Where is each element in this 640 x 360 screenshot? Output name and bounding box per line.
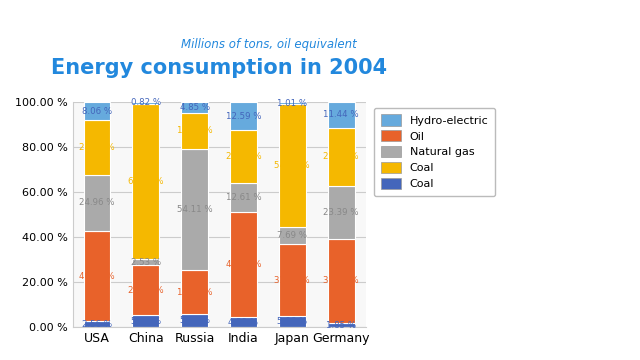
Text: 5.35 %: 5.35 % [131,316,161,325]
Bar [328,186,355,239]
Bar [328,323,355,327]
Text: 1.01 %: 1.01 % [277,99,307,108]
Text: Millions of tons, oil equivalent: Millions of tons, oil equivalent [181,38,356,51]
Text: 40.21 %: 40.21 % [79,271,115,280]
Bar [132,102,159,104]
Text: 37.40 %: 37.40 % [323,276,359,285]
Title: Energy consumption in 2004: Energy consumption in 2004 [51,58,387,78]
Text: 23.47 %: 23.47 % [226,152,261,161]
Text: 25.93 %: 25.93 % [323,152,359,161]
Bar [279,102,306,104]
Text: 23.39 %: 23.39 % [323,208,359,217]
Text: 2.53 %: 2.53 % [131,258,161,267]
Text: 31.75 %: 31.75 % [275,275,310,284]
Bar [230,183,257,212]
Bar [279,227,306,244]
Legend: Hydro-electric, Oil, Natural gas, Coal, Coal: Hydro-electric, Oil, Natural gas, Coal, … [374,108,495,196]
Text: 5.06 %: 5.06 % [277,317,307,326]
Bar [181,149,208,270]
Text: 1.85 %: 1.85 % [326,320,356,329]
Bar [279,104,306,227]
Text: 54.11 %: 54.11 % [177,205,212,214]
Bar [132,259,159,265]
Text: 0.82 %: 0.82 % [131,98,161,107]
Bar [181,270,208,314]
Bar [328,239,355,323]
Bar [132,104,159,259]
Text: 12.59 %: 12.59 % [226,112,261,121]
Bar [84,321,111,327]
Text: 7.69 %: 7.69 % [277,231,307,240]
Bar [328,102,355,128]
Text: 12.61 %: 12.61 % [226,193,261,202]
Bar [230,130,257,183]
Text: 24.20 %: 24.20 % [79,143,115,152]
Text: 19.22 %: 19.22 % [177,288,212,297]
Text: 8.06 %: 8.06 % [82,107,112,116]
Bar [230,317,257,327]
Bar [181,113,208,149]
Bar [279,244,306,316]
Bar [279,316,306,327]
Bar [230,102,257,130]
Text: 22.26 %: 22.26 % [128,285,164,294]
Bar [181,102,208,113]
Bar [84,120,111,175]
Text: 24.96 %: 24.96 % [79,198,115,207]
Text: 15.84 %: 15.84 % [177,126,212,135]
Bar [84,231,111,321]
Text: 69.04 %: 69.04 % [128,177,164,186]
Text: 4.39 %: 4.39 % [228,318,259,327]
Text: 54.50 %: 54.50 % [275,161,310,170]
Bar [328,128,355,186]
Text: 11.44 %: 11.44 % [323,110,359,119]
Bar [84,102,111,120]
Bar [132,265,159,315]
Bar [230,212,257,317]
Text: 4.85 %: 4.85 % [180,103,210,112]
Text: 2.56 %: 2.56 % [82,320,112,329]
Bar [132,315,159,327]
Text: 46.93 %: 46.93 % [226,260,261,269]
Bar [181,314,208,327]
Bar [84,175,111,231]
Text: 5.98 %: 5.98 % [180,316,210,325]
